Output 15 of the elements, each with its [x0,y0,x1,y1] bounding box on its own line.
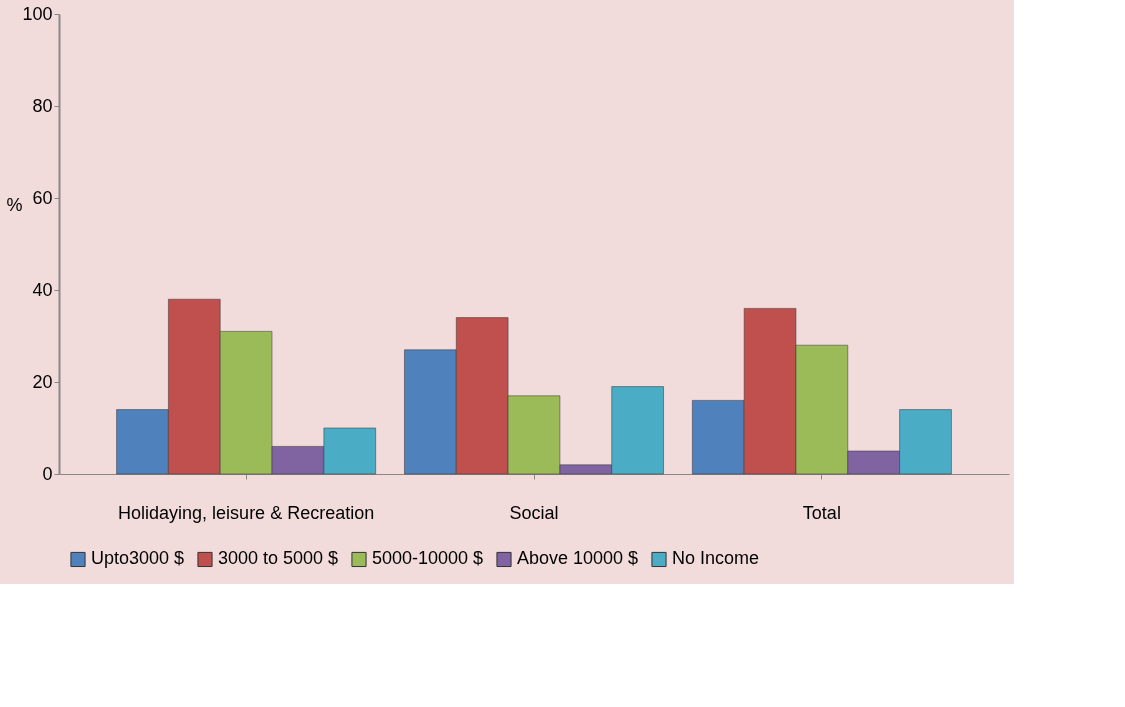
y-tick-label: 0 [42,463,53,484]
y-tick-label: 20 [32,371,53,392]
x-tick-label: Social [509,502,559,523]
y-axis-title: % [6,194,23,215]
legend-label: 5000-10000 $ [372,548,484,569]
y-tick-label: 100 [22,3,53,24]
x-tick-label: Total [802,502,841,523]
legend-label: Upto3000 $ [91,548,185,569]
x-tick-label: Holidaying, leisure & Recreation [118,502,375,523]
legend-label: Above 10000 $ [517,548,639,569]
y-tick-label: 80 [32,95,53,116]
legend-label: No Income [672,548,760,569]
legend-label: 3000 to 5000 $ [218,548,339,569]
y-tick-label: 60 [32,187,53,208]
y-tick-label: 40 [32,279,53,300]
